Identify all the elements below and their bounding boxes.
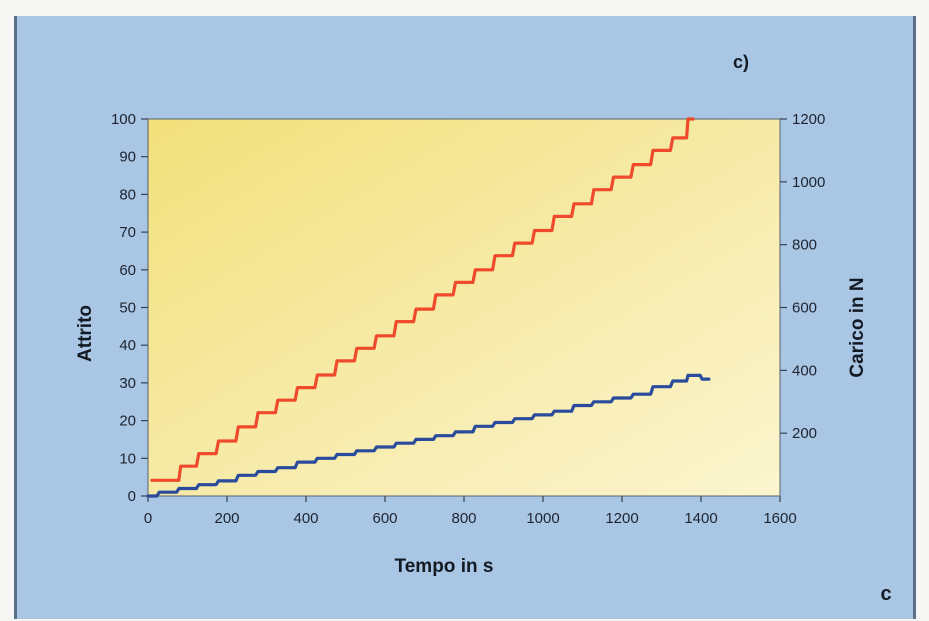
- axes: [141, 118, 787, 502]
- chart: 0 10 20 30 40 50 60 70 80 90 100 200 400 600 800 1000 12…: [75, 52, 892, 605]
- series-layer: [146, 117, 711, 498]
- panel-label: c): [733, 52, 749, 72]
- plot-area: [147, 118, 781, 497]
- y-tick-label: 0: [128, 488, 136, 505]
- x-axis-title: Tempo in s: [395, 556, 494, 577]
- y2-tick-label: 1200: [792, 111, 825, 128]
- y2-axis-title: Carico in N: [847, 277, 868, 377]
- y-tick-label: 60: [119, 262, 136, 279]
- chart-panel: 0 10 20 30 40 50 60 70 80 90 100 200 400 600 800 1000 12…: [14, 16, 916, 619]
- corner-label: c: [880, 583, 891, 605]
- y2-tick-label: 200: [792, 425, 817, 442]
- x-tick-label: 1000: [526, 510, 559, 527]
- series-line-1: [146, 373, 711, 498]
- x-tick-label: 200: [214, 510, 239, 527]
- x-tick-label: 1400: [684, 510, 717, 527]
- x-tick-label: 400: [293, 510, 318, 527]
- labels-layer: 0 10 20 30 40 50 60 70 80 90 100 200 400 600 800 1000 12…: [75, 52, 892, 605]
- y2-tick-label: 1000: [792, 174, 825, 191]
- y-tick-label: 20: [119, 413, 136, 430]
- y2-tick-label: 800: [792, 237, 817, 254]
- y-tick-label: 40: [119, 337, 136, 354]
- y2-tick-label: 600: [792, 300, 817, 317]
- y2-tick-label: 400: [792, 362, 817, 379]
- x-tick-label: 600: [372, 510, 397, 527]
- y-tick-label: 30: [119, 375, 136, 392]
- series-line-0: [150, 117, 695, 482]
- y-tick-label: 70: [119, 224, 136, 241]
- y-tick-label: 90: [119, 149, 136, 166]
- x-tick-label: 1600: [763, 510, 796, 527]
- y-tick-label: 50: [119, 300, 136, 317]
- x-tick-label: 0: [144, 510, 152, 527]
- y-tick-label: 100: [111, 111, 136, 128]
- x-tick-label: 1200: [605, 510, 638, 527]
- y-tick-label: 80: [119, 186, 136, 203]
- y-tick-label: 10: [119, 450, 136, 467]
- y-axis-title: Attrito: [75, 305, 96, 362]
- x-tick-label: 800: [451, 510, 476, 527]
